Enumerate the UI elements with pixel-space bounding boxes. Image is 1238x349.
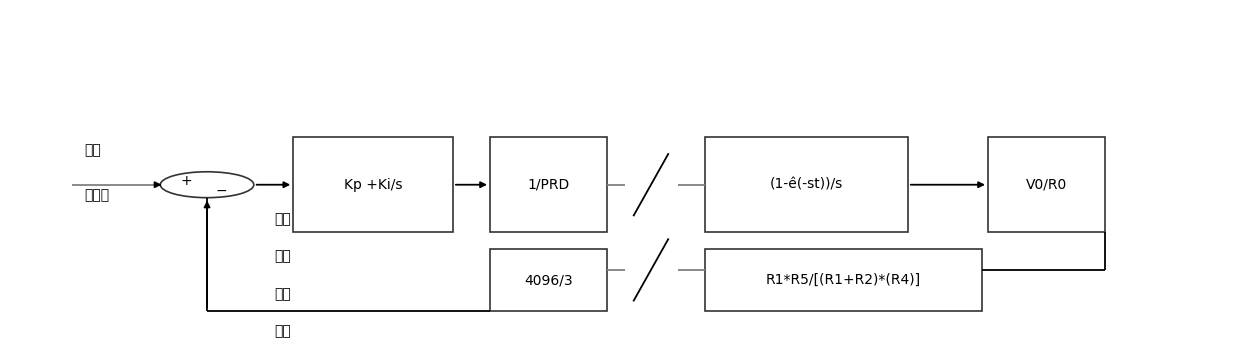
Text: 1/PRD: 1/PRD [527, 178, 569, 192]
Text: 采样: 采样 [275, 287, 291, 301]
Text: (1-ê(-st))/s: (1-ê(-st))/s [770, 178, 843, 192]
Bar [293, 137, 453, 232]
Bar [706, 250, 982, 311]
Text: 电流: 电流 [275, 249, 291, 263]
Text: −: − [215, 184, 227, 198]
Text: 4096/3: 4096/3 [524, 273, 573, 287]
Bar [706, 137, 907, 232]
Text: +: + [181, 174, 192, 188]
Text: V0/R0: V0/R0 [1026, 178, 1067, 192]
Bar [988, 137, 1104, 232]
Bar [490, 137, 607, 232]
Text: Kp +Ki/s: Kp +Ki/s [344, 178, 402, 192]
Text: R1*R5/[(R1+R2)*(R4)]: R1*R5/[(R1+R2)*(R4)] [766, 273, 921, 287]
Text: 信号: 信号 [275, 324, 291, 338]
Text: 给定値: 给定値 [84, 188, 109, 202]
Text: 恒流: 恒流 [84, 144, 100, 158]
Text: 输出: 输出 [275, 212, 291, 226]
Bar [490, 250, 607, 311]
